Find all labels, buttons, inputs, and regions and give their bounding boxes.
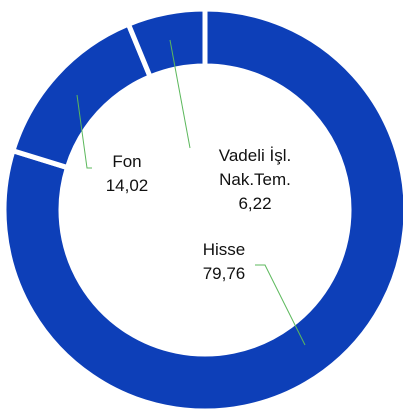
value-label: 6,22 bbox=[238, 194, 272, 213]
donut-segment bbox=[125, 6, 208, 81]
category-label: Fon bbox=[112, 152, 142, 171]
value-label: 79,76 bbox=[202, 264, 246, 283]
leader-line bbox=[169, 39, 191, 149]
category-label: Vadeli İşl. Nak.Tem. bbox=[218, 146, 292, 189]
leader-line bbox=[255, 264, 306, 346]
data-label: Fon 14,02 bbox=[82, 150, 172, 198]
data-label: Hisse 79,76 bbox=[179, 238, 269, 286]
category-label: Hisse bbox=[202, 240, 246, 259]
donut-segment bbox=[1, 6, 403, 414]
leader-line bbox=[76, 94, 92, 169]
donut-segment bbox=[9, 20, 154, 171]
data-label: Vadeli İşl. Nak.Tem. 6,22 bbox=[200, 144, 310, 216]
value-label: 14,02 bbox=[105, 176, 149, 195]
